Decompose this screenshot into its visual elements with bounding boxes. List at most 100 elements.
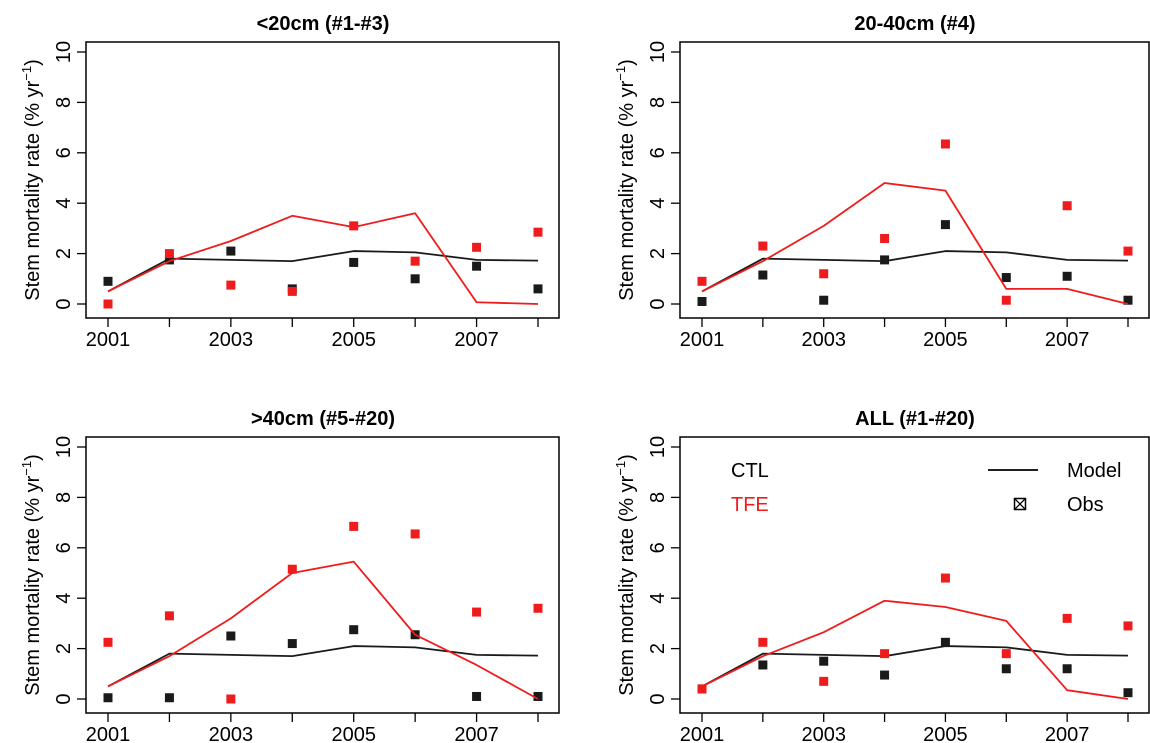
y-axis-title-text: Stem mortality rate (% yr	[616, 475, 638, 695]
obs-marker-tfe	[472, 607, 482, 617]
model-line-ctl	[107, 645, 539, 688]
obs-marker-ctl	[1062, 664, 1072, 674]
y-tick-label: 0	[53, 693, 75, 704]
y-axis-title: Stem mortality rate (% yr−1)	[613, 454, 638, 696]
obs-marker-ctl	[472, 261, 482, 271]
y-tick-label: 6	[647, 147, 669, 158]
y-axis-title: Stem mortality rate (% yr−1)	[19, 454, 44, 696]
obs-marker-ctl	[880, 255, 890, 265]
legend-obs-swatch	[1013, 497, 1027, 511]
y-axis-title-close: )	[616, 59, 638, 66]
y-tick-label: 8	[53, 492, 75, 503]
y-axis-title-sup: −1	[19, 66, 34, 81]
plot-frame	[679, 436, 1150, 714]
panel-title: ALL (#1-#20)	[855, 408, 975, 430]
obs-marker-tfe	[1062, 201, 1072, 211]
obs-marker-ctl	[472, 691, 482, 701]
obs-marker-tfe	[697, 684, 707, 694]
y-axis-title-text: Stem mortality rate (% yr	[616, 80, 638, 300]
y-axis-title-text: Stem mortality rate (% yr	[22, 80, 44, 300]
obs-marker-ctl	[226, 631, 236, 641]
obs-marker-ctl	[758, 660, 768, 670]
x-tick-label: 2003	[801, 329, 846, 351]
obs-marker-ctl	[164, 255, 174, 265]
obs-marker-ctl	[880, 670, 890, 680]
y-axis-title: Stem mortality rate (% yr−1)	[613, 59, 638, 301]
model-line-tfe	[701, 599, 1129, 700]
y-tick-label: 10	[647, 41, 669, 63]
y-tick-label: 10	[53, 436, 75, 458]
obs-marker-tfe	[1123, 621, 1133, 631]
y-tick-label: 8	[53, 97, 75, 108]
obs-marker-tfe	[103, 299, 113, 309]
model-line-tfe	[107, 212, 539, 305]
obs-marker-tfe	[287, 286, 297, 296]
panel-4: ALL (#1-#20) 0 2 4 6 8 10 2001 2003 2005 2007 Stem …	[613, 408, 1150, 743]
obs-marker-ctl	[103, 276, 113, 286]
obs-marker-tfe	[410, 529, 420, 539]
obs-marker-tfe	[819, 269, 829, 279]
obs-marker-tfe	[226, 694, 236, 704]
legend-obs-label: Obs	[1067, 494, 1104, 516]
obs-marker-tfe	[533, 227, 543, 237]
obs-marker-ctl	[940, 220, 950, 230]
y-axis-title-sup: −1	[613, 66, 628, 81]
obs-marker-ctl	[287, 639, 297, 649]
x-tick-label: 2007	[1045, 329, 1090, 351]
x-tick-label: 2005	[331, 724, 376, 743]
legend: CTL TFE Model Obs	[731, 460, 1121, 516]
obs-marker-tfe	[697, 276, 707, 286]
obs-marker-tfe	[1062, 613, 1072, 623]
plot-frame	[85, 41, 560, 319]
obs-marker-ctl	[1062, 271, 1072, 281]
obs-marker-ctl	[103, 693, 113, 703]
y-axis-title-close: )	[616, 454, 638, 461]
obs-marker-tfe	[533, 603, 543, 613]
obs-marker-ctl	[410, 274, 420, 284]
obs-marker-tfe	[1123, 246, 1133, 256]
y-tick-label: 6	[647, 542, 669, 553]
y-tick-label: 4	[53, 593, 75, 604]
legend-ctl-label: CTL	[731, 460, 769, 482]
obs-marker-ctl	[819, 295, 829, 305]
obs-marker-ctl	[349, 257, 359, 267]
panel-1: <20cm (#1-#3) 0 2 4 6 8 10 2001 2003 2005 2007 Stem…	[19, 13, 560, 351]
obs-marker-ctl	[164, 693, 174, 703]
y-tick-label: 8	[647, 492, 669, 503]
y-tick-label: 6	[53, 147, 75, 158]
panel-title: >40cm (#5-#20)	[251, 408, 395, 430]
legend-obs-swatch-cross	[1014, 498, 1026, 510]
obs-marker-tfe	[1001, 649, 1011, 659]
x-tick-label: 2003	[209, 329, 254, 351]
y-tick-label: 0	[647, 693, 669, 704]
obs-marker-tfe	[1001, 295, 1011, 305]
y-tick-label: 0	[53, 298, 75, 309]
obs-marker-tfe	[880, 233, 890, 243]
y-tick-label: 2	[647, 643, 669, 654]
x-tick-label: 2005	[923, 329, 968, 351]
y-tick-label: 4	[647, 198, 669, 209]
x-tick-label: 2003	[801, 724, 846, 743]
x-tick-label: 2001	[86, 329, 131, 351]
obs-marker-tfe	[940, 573, 950, 583]
plot-frame	[85, 436, 560, 714]
obs-marker-tfe	[880, 649, 890, 659]
obs-marker-ctl	[1123, 295, 1133, 305]
obs-marker-tfe	[103, 637, 113, 647]
y-tick-label: 0	[647, 298, 669, 309]
y-axis-title-close: )	[22, 59, 44, 66]
model-line-tfe	[701, 182, 1129, 305]
y-tick-label: 2	[53, 643, 75, 654]
obs-marker-tfe	[410, 256, 420, 266]
panel-2: 20-40cm (#4) 0 2 4 6 8 10 2001 2003 2005 2007 Stem …	[613, 13, 1150, 351]
obs-marker-tfe	[349, 221, 359, 231]
obs-marker-ctl	[819, 656, 829, 666]
obs-marker-ctl	[1001, 664, 1011, 674]
obs-marker-tfe	[758, 241, 768, 251]
model-line-ctl	[701, 645, 1129, 688]
y-axis-title-close: )	[22, 454, 44, 461]
x-tick-label: 2001	[680, 724, 725, 743]
plot-frame	[679, 41, 1150, 319]
obs-marker-ctl	[940, 637, 950, 647]
